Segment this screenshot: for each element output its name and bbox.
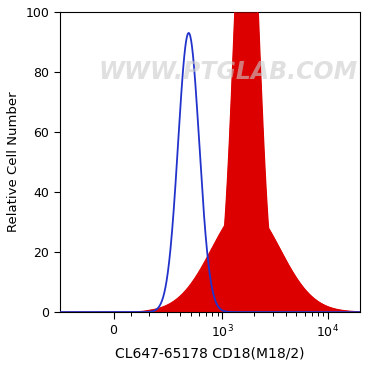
- X-axis label: CL647-65178 CD18(M18/2): CL647-65178 CD18(M18/2): [115, 346, 305, 360]
- Y-axis label: Relative Cell Number: Relative Cell Number: [7, 92, 20, 232]
- Text: WWW.PTGLAB.COM: WWW.PTGLAB.COM: [98, 60, 357, 84]
